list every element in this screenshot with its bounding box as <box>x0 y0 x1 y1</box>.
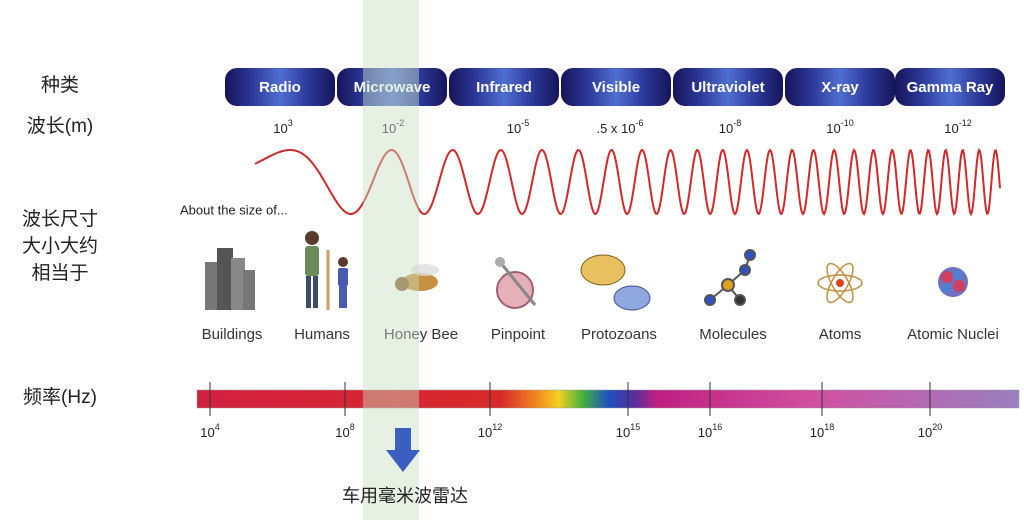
power-exponent: 15 <box>630 422 640 432</box>
power-exponent: 18 <box>824 422 834 432</box>
band-label: Visible <box>592 79 640 96</box>
icon-molecules <box>704 249 756 306</box>
power-base: 10 <box>200 425 214 440</box>
icon-protozoans <box>580 254 651 311</box>
highlight-caption: 车用毫米波雷达 <box>342 486 468 506</box>
power-base: 10 <box>273 121 287 136</box>
object-label: Molecules <box>699 326 767 343</box>
frequency-label: 1012 <box>478 422 502 440</box>
power-exponent: 3 <box>288 118 293 128</box>
object-label: Atomic Nuclei <box>907 326 999 343</box>
size-caption: About the size of... <box>180 202 288 217</box>
band-pill <box>337 68 447 106</box>
label-frequency: 频率(Hz) <box>23 386 97 408</box>
power-exponent: -10 <box>841 118 854 128</box>
power-base: 10 <box>616 425 630 440</box>
band-pill <box>895 68 1005 106</box>
object-label: Honey Bee <box>384 326 458 343</box>
label-size: 大小大约 <box>22 235 98 257</box>
frequency-label: 1020 <box>918 422 942 440</box>
band-label: Radio <box>259 79 301 96</box>
label-size: 波长尺寸 <box>22 208 98 230</box>
object-label: Pinpoint <box>491 326 546 343</box>
label-type: 种类 <box>41 74 79 96</box>
frequency-label: 108 <box>335 422 354 440</box>
label-wavelength: 波长(m) <box>27 115 93 137</box>
frequency-label: 1015 <box>616 422 640 440</box>
icon-humans <box>305 231 348 310</box>
wavelength-label: 10-5 <box>507 118 529 136</box>
band-pill <box>449 68 559 106</box>
icon-nucleus <box>938 267 968 297</box>
icon-atom <box>817 262 863 304</box>
power-base: 10 <box>918 425 932 440</box>
power-exponent: -12 <box>959 118 972 128</box>
band-pill <box>785 68 895 106</box>
frequency-label: 1016 <box>698 422 722 440</box>
frequency-label: 104 <box>200 422 219 440</box>
wavelength-label: 10-12 <box>944 118 971 136</box>
band-label: Gamma Ray <box>907 79 994 96</box>
power-base: .5 x 10 <box>596 121 635 136</box>
power-base: 10 <box>810 425 824 440</box>
power-exponent: -6 <box>636 118 644 128</box>
power-base: 10 <box>335 425 349 440</box>
power-base: 10 <box>478 425 492 440</box>
object-label: Atoms <box>819 326 862 343</box>
icons <box>205 231 968 311</box>
power-exponent: -2 <box>396 118 404 128</box>
band-pill <box>561 68 671 106</box>
band-label: X-ray <box>821 79 859 96</box>
wavelength-label: .5 x 10-6 <box>596 118 643 136</box>
frequency-bar <box>196 389 1020 409</box>
power-exponent: 20 <box>932 422 942 432</box>
arrow <box>386 428 420 472</box>
band-pill <box>673 68 783 106</box>
icon-bee <box>395 264 439 291</box>
icon-pinpoint <box>495 257 537 309</box>
wavelength-label: 10-8 <box>719 118 741 136</box>
power-exponent: -5 <box>521 118 529 128</box>
power-base: 10 <box>698 425 712 440</box>
wavelength-label: 10-10 <box>826 118 853 136</box>
band-label: Infrared <box>476 79 532 96</box>
power-exponent: 8 <box>350 422 355 432</box>
icon-buildings <box>205 248 255 310</box>
power-base: 10 <box>944 121 958 136</box>
power-base: 10 <box>382 121 396 136</box>
wavelength-label: 10-2 <box>382 118 404 136</box>
frequency-label: 1018 <box>810 422 834 440</box>
power-exponent: -8 <box>733 118 741 128</box>
band-label: Ultraviolet <box>691 79 764 96</box>
wavelength-label: 103 <box>273 118 292 136</box>
object-label: Protozoans <box>581 326 657 343</box>
label-size: 相当于 <box>31 262 88 284</box>
power-base: 10 <box>826 121 840 136</box>
object-label: Humans <box>294 326 350 343</box>
band-label: Microwave <box>354 79 431 96</box>
band-pill <box>225 68 335 106</box>
power-exponent: 12 <box>492 422 502 432</box>
object-label: Buildings <box>202 326 263 343</box>
power-base: 10 <box>507 121 521 136</box>
power-exponent: 4 <box>215 422 220 432</box>
wave <box>254 148 1001 217</box>
power-base: 10 <box>719 121 733 136</box>
power-exponent: 16 <box>712 422 722 432</box>
